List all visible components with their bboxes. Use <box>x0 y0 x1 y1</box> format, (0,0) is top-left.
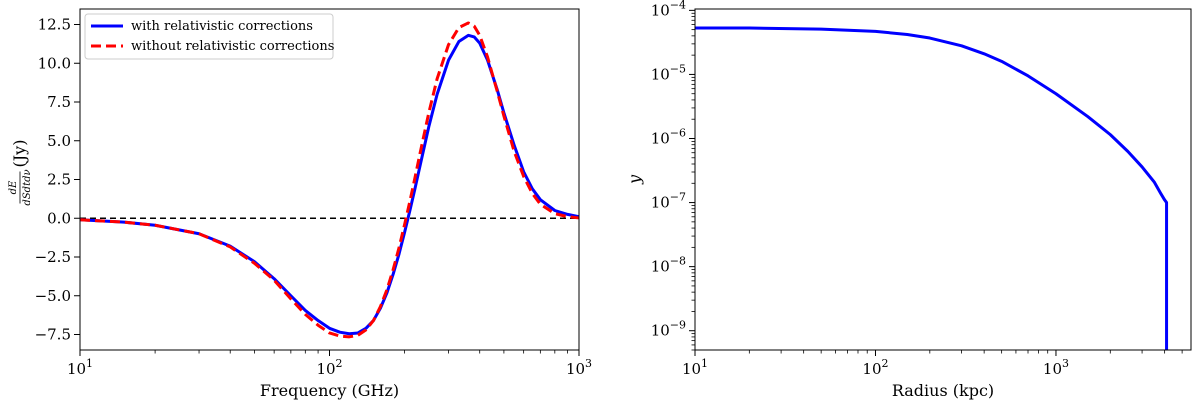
x-tick-label-base: 10 <box>682 360 701 378</box>
x-tick-label-base: 10 <box>1043 360 1062 378</box>
y-tick-label: 10−7 <box>651 191 686 212</box>
y-tick-label-exponent: −8 <box>670 255 686 268</box>
x-tick-label-base: 10 <box>566 360 585 378</box>
x-tick-label-exponent: 1 <box>701 357 708 370</box>
x-axis-title: Radius (kpc) <box>892 381 994 400</box>
series-line-y-profile <box>695 26 1169 350</box>
x-tick-label-exponent: 3 <box>1062 357 1069 370</box>
legend-box <box>84 13 334 60</box>
y-tick-label: −7.5 <box>35 326 71 344</box>
x-tick-label-base: 10 <box>67 360 86 378</box>
y-tick-label: −5.0 <box>35 287 71 305</box>
y-tick-label-base: 10 <box>651 65 670 83</box>
x-tick-label-exponent: 2 <box>882 357 889 370</box>
y-tick-label-exponent: −4 <box>670 0 686 11</box>
y-tick-label: 12.5 <box>38 16 71 34</box>
y-tick-label: 10−5 <box>651 62 686 83</box>
y-tick-label: 10−6 <box>651 126 686 147</box>
y-tick-label-exponent: −6 <box>670 126 686 139</box>
x-tick-label: 101 <box>67 357 93 378</box>
x-tick-label-base: 10 <box>862 360 881 378</box>
y-tick-label: 10.0 <box>38 54 71 72</box>
series-line-without-corrections <box>79 21 580 339</box>
y-tick-label-exponent: −5 <box>670 62 686 75</box>
legend-label: without relativistic corrections <box>131 39 334 54</box>
y-tick-label-base: 10 <box>651 1 670 19</box>
x-tick-label: 101 <box>682 357 708 378</box>
plot-frame <box>694 8 1192 351</box>
y-axis-title: y <box>625 174 644 185</box>
y-tick-label: 7.5 <box>47 93 71 111</box>
y-tick-label-exponent: −7 <box>670 191 686 204</box>
y-axis-fraction-denominator: dSdtdν <box>22 169 33 205</box>
left-panel: 101 102 103−7.5−5.0−2.50.02.55.07.510.012.… <box>8 8 592 400</box>
x-tick-label: 102 <box>862 357 888 378</box>
x-tick-label-base: 10 <box>316 360 335 378</box>
y-tick-label: 10−4 <box>651 0 686 19</box>
y-axis-unit: (Jy) <box>10 140 29 168</box>
right-panel: 101 102 10310−910−810−710−610−510−4Radius … <box>625 0 1192 400</box>
x-tick-label-exponent: 3 <box>585 357 592 370</box>
y-tick-label: 5.0 <box>47 132 71 150</box>
y-tick-label-base: 10 <box>651 129 670 147</box>
y-tick-label: 10−8 <box>651 255 686 276</box>
y-tick-label: −2.5 <box>35 248 71 266</box>
x-tick-label-exponent: 1 <box>86 357 93 370</box>
series-line-with-corrections <box>79 33 580 336</box>
y-axis-title: dE dSdtdν(Jy) <box>8 140 33 206</box>
x-tick-label: 103 <box>566 357 592 378</box>
x-tick-label: 103 <box>1043 357 1069 378</box>
y-tick-label: 0.0 <box>47 209 71 227</box>
y-tick-label: 2.5 <box>47 171 71 189</box>
y-tick-label-base: 10 <box>651 258 670 276</box>
y-tick-label-base: 10 <box>651 194 670 212</box>
y-axis-fraction-numerator: dE <box>8 180 19 194</box>
x-axis-title: Frequency (GHz) <box>260 381 399 400</box>
legend: with relativistic corrections without rel… <box>84 13 334 60</box>
x-tick-label: 102 <box>316 357 342 378</box>
y-tick-label-exponent: −9 <box>670 319 686 332</box>
y-tick-label: 10−9 <box>651 319 686 340</box>
y-tick-label-base: 10 <box>651 322 670 340</box>
legend-label: with relativistic corrections <box>131 19 313 34</box>
x-tick-label-exponent: 2 <box>336 357 343 370</box>
